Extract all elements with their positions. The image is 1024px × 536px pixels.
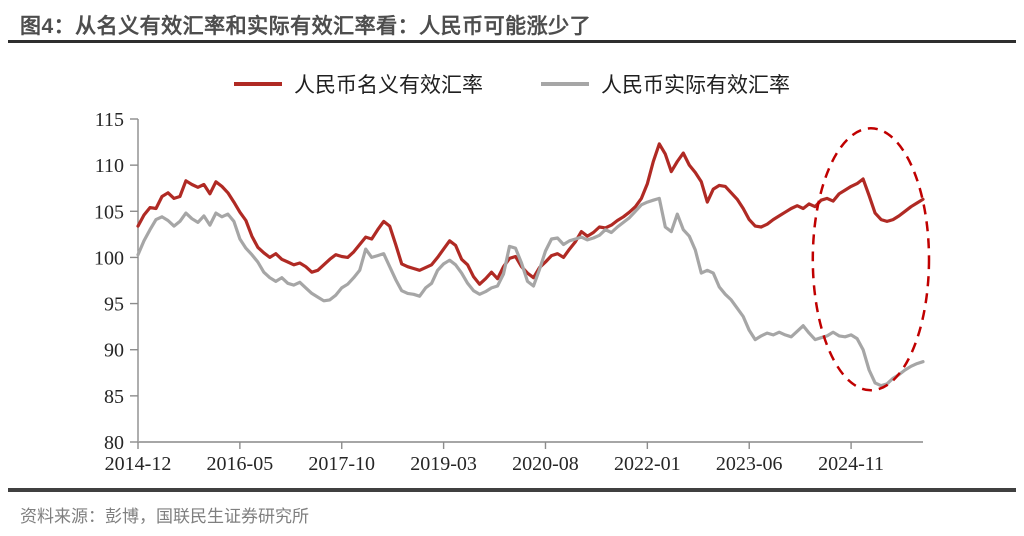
title-underline xyxy=(8,40,1016,43)
real-series-swatch-icon xyxy=(541,82,589,86)
legend-item-nominal: 人民币名义有效汇率 xyxy=(234,69,483,99)
y-tick-label: 80 xyxy=(104,432,124,454)
nominal-series-swatch-icon xyxy=(234,82,282,86)
chart-legend: 人民币名义有效汇率 人民币实际有效汇率 xyxy=(0,69,1024,99)
y-tick-label: 115 xyxy=(95,109,124,131)
source-text: 资料来源：彭博，国联民生证券研究所 xyxy=(20,507,309,526)
legend-label-nominal: 人民币名义有效汇率 xyxy=(294,73,483,97)
real-eer-line xyxy=(136,196,925,388)
y-tick-label: 85 xyxy=(104,386,124,408)
highlight-ellipse xyxy=(811,127,931,392)
x-tick-label: 2017-10 xyxy=(308,453,375,475)
x-tick-label: 2024-11 xyxy=(818,453,884,475)
legend-item-real: 人民币实际有效汇率 xyxy=(541,69,790,99)
y-tick-label: 105 xyxy=(94,201,124,223)
y-tick-label: 90 xyxy=(104,340,124,362)
y-tick-label: 95 xyxy=(104,294,124,316)
nominal-eer-line xyxy=(136,142,925,286)
x-tick-label: 2023-06 xyxy=(716,453,783,475)
legend-label-real: 人民币实际有效汇率 xyxy=(601,73,790,97)
y-tick-label: 100 xyxy=(94,247,124,269)
footer-divider xyxy=(8,488,1016,492)
x-tick-label: 2020-08 xyxy=(512,453,579,475)
x-tick-label: 2019-03 xyxy=(410,453,477,475)
y-tick-label: 110 xyxy=(95,155,124,177)
x-tick-label: 2014-12 xyxy=(105,453,172,475)
page-title: 图4：从名义有效汇率和实际有效汇率看：人民币可能涨少了 xyxy=(20,15,592,38)
x-tick-label: 2016-05 xyxy=(207,453,274,475)
x-tick-label: 2022-01 xyxy=(614,453,681,475)
